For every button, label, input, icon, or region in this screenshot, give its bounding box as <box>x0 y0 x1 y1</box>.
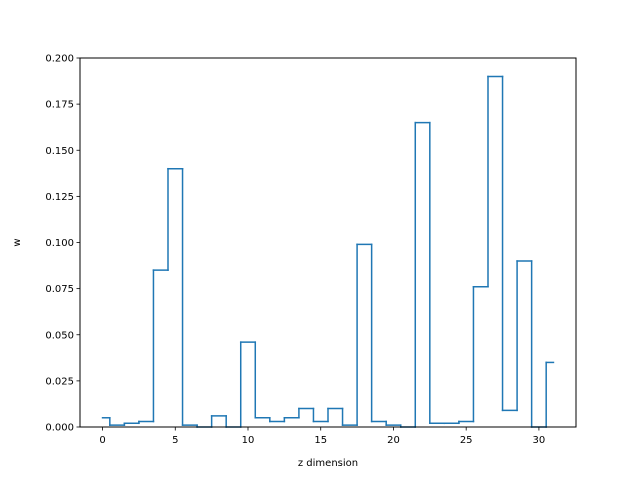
y-tick-label: 0.125 <box>45 192 74 203</box>
x-tick-label: 25 <box>460 435 473 446</box>
x-axis-label: z dimension <box>298 458 358 469</box>
y-tick-label: 0.100 <box>45 238 74 249</box>
y-tick-label: 0.150 <box>45 146 74 157</box>
y-tick-label: 0.200 <box>45 54 74 65</box>
x-tick-label: 20 <box>387 435 400 446</box>
x-tick-label: 10 <box>242 435 255 446</box>
y-axis-label: w <box>12 238 23 246</box>
x-tick-label: 0 <box>99 435 105 446</box>
y-tick-label: 0.025 <box>45 376 74 387</box>
y-tick-label: 0.000 <box>45 423 74 434</box>
y-tick-label: 0.050 <box>45 330 74 341</box>
x-tick-label: 5 <box>172 435 178 446</box>
y-tick-label: 0.075 <box>45 284 74 295</box>
x-tick-label: 15 <box>314 435 327 446</box>
x-axis-ticks: 0 5 10 15 20 25 30 <box>99 427 545 446</box>
y-axis-ticks: 0.000 0.025 0.050 0.075 0.100 0.125 0.150 0.175… <box>45 54 80 434</box>
axes-frame <box>79 57 577 428</box>
x-tick-label: 30 <box>533 435 546 446</box>
y-tick-label: 0.175 <box>45 100 74 111</box>
plot-area <box>101 75 555 428</box>
